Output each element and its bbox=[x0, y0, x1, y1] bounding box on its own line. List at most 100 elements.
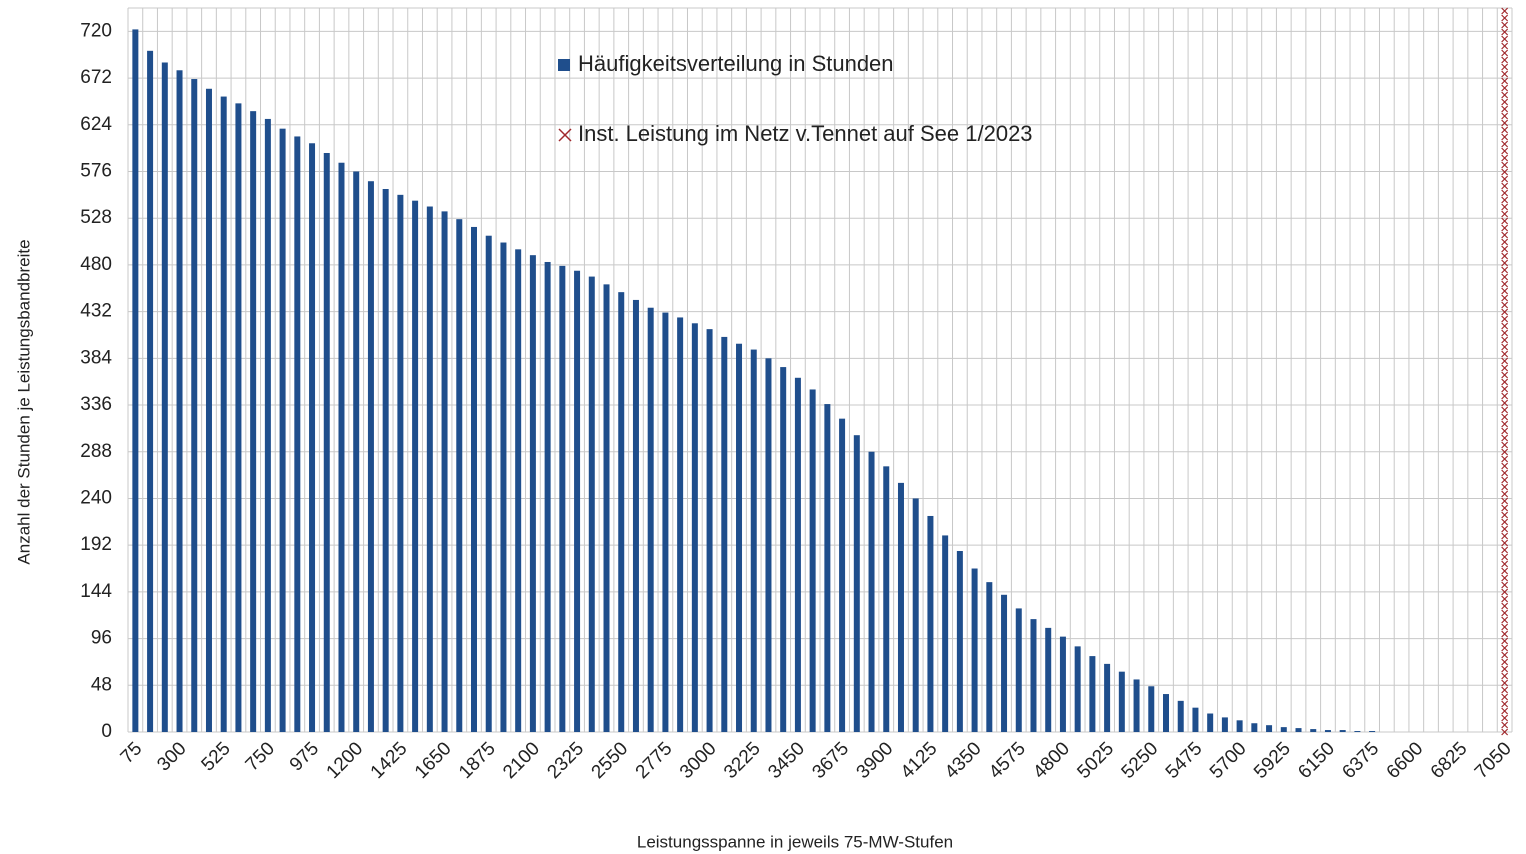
y-tick-label: 0 bbox=[101, 721, 112, 742]
bar bbox=[574, 270, 581, 732]
cross-marker bbox=[1501, 133, 1509, 141]
x-tick-label: 2775 bbox=[632, 738, 677, 783]
cross-marker bbox=[1501, 49, 1509, 57]
x-tick-label: 4575 bbox=[985, 738, 1030, 783]
bar bbox=[588, 276, 595, 732]
cross-marker bbox=[1501, 77, 1509, 85]
cross-marker bbox=[1501, 126, 1509, 134]
x-tick-label: 1425 bbox=[367, 738, 412, 783]
cross-marker bbox=[1501, 140, 1509, 148]
cross-marker bbox=[1501, 224, 1509, 232]
bar bbox=[529, 255, 536, 732]
cross-marker bbox=[1501, 539, 1509, 547]
cross-marker bbox=[1501, 686, 1509, 694]
y-tick-label: 528 bbox=[80, 207, 112, 228]
cross-marker bbox=[1501, 35, 1509, 43]
marker-line bbox=[1501, 7, 1509, 736]
bar bbox=[338, 162, 345, 732]
cross-marker bbox=[1501, 308, 1509, 316]
cross-marker bbox=[1501, 385, 1509, 393]
cross-marker bbox=[1501, 203, 1509, 211]
bar bbox=[426, 206, 433, 733]
cross-marker bbox=[1501, 84, 1509, 92]
cross-marker bbox=[1501, 525, 1509, 533]
cross-marker bbox=[1501, 364, 1509, 372]
x-tick-label: 6600 bbox=[1383, 738, 1428, 783]
bar bbox=[441, 211, 448, 732]
cross-marker bbox=[1501, 161, 1509, 169]
cross-marker bbox=[1501, 63, 1509, 71]
bar bbox=[471, 226, 477, 733]
bar bbox=[942, 535, 949, 732]
bar bbox=[367, 181, 374, 732]
cross-marker bbox=[1501, 448, 1509, 456]
bar bbox=[1192, 707, 1199, 732]
cross-marker bbox=[1501, 273, 1509, 281]
cross-marker bbox=[1501, 42, 1509, 50]
bar bbox=[1339, 730, 1346, 732]
bar bbox=[750, 349, 757, 732]
x-tick-label: 5925 bbox=[1250, 738, 1295, 783]
cross-marker bbox=[1501, 175, 1509, 183]
x-tick-label: 1875 bbox=[455, 738, 500, 783]
cross-marker bbox=[1501, 98, 1509, 106]
bar bbox=[485, 235, 492, 733]
x-tick-label: 2325 bbox=[543, 738, 588, 783]
x-tick-label: 300 bbox=[153, 738, 190, 775]
x-tick-label: 7050 bbox=[1471, 738, 1516, 783]
y-tick-label: 288 bbox=[80, 441, 112, 462]
cross-marker bbox=[1501, 693, 1509, 701]
bar bbox=[544, 261, 551, 732]
bar bbox=[1177, 700, 1184, 732]
cross-marker bbox=[1501, 371, 1509, 379]
y-tick-label: 384 bbox=[80, 347, 112, 368]
bar bbox=[765, 358, 772, 732]
bar bbox=[559, 265, 566, 732]
cross-marker bbox=[1501, 672, 1509, 680]
cross-marker bbox=[1501, 679, 1509, 687]
x-tick-label: 4800 bbox=[1029, 738, 1074, 783]
x-tick-label: 1650 bbox=[411, 738, 456, 783]
bar bbox=[824, 404, 831, 732]
cross-marker bbox=[1501, 553, 1509, 561]
bar bbox=[264, 118, 271, 732]
bar bbox=[1369, 731, 1376, 732]
y-tick-label: 144 bbox=[80, 581, 112, 602]
cross-marker bbox=[1501, 497, 1509, 505]
cross-marker bbox=[1501, 588, 1509, 596]
cross-marker bbox=[1501, 168, 1509, 176]
bar bbox=[603, 284, 610, 732]
cross-marker bbox=[1501, 476, 1509, 484]
cross-marker bbox=[1501, 245, 1509, 253]
x-tick-label: 6375 bbox=[1338, 738, 1383, 783]
cross-marker bbox=[1501, 301, 1509, 309]
x-tick-label: 525 bbox=[198, 738, 235, 775]
cross-marker bbox=[1501, 189, 1509, 197]
bar bbox=[662, 312, 669, 732]
bar bbox=[1251, 723, 1258, 732]
bar bbox=[397, 194, 404, 732]
cross-marker bbox=[1501, 707, 1509, 715]
cross-marker bbox=[1501, 420, 1509, 428]
bar bbox=[1015, 608, 1022, 732]
cross-marker bbox=[1501, 70, 1509, 78]
bar bbox=[897, 482, 904, 732]
bar bbox=[250, 111, 257, 733]
cross-marker bbox=[1501, 343, 1509, 351]
cross-marker bbox=[1501, 252, 1509, 260]
bar bbox=[1221, 717, 1228, 732]
bar bbox=[382, 189, 389, 732]
bar bbox=[161, 62, 168, 732]
bar bbox=[309, 143, 316, 733]
bar bbox=[1236, 720, 1243, 732]
y-tick-label: 240 bbox=[80, 487, 112, 508]
y-tick-label: 192 bbox=[80, 534, 112, 555]
cross-marker bbox=[1501, 329, 1509, 337]
cross-marker bbox=[1501, 7, 1509, 15]
bar bbox=[1059, 636, 1066, 732]
bar bbox=[883, 466, 890, 732]
cross-marker bbox=[1501, 357, 1509, 365]
x-axis-title: Leistungsspanne in jeweils 75-MW-Stufen bbox=[637, 832, 953, 851]
cross-marker bbox=[1501, 616, 1509, 624]
